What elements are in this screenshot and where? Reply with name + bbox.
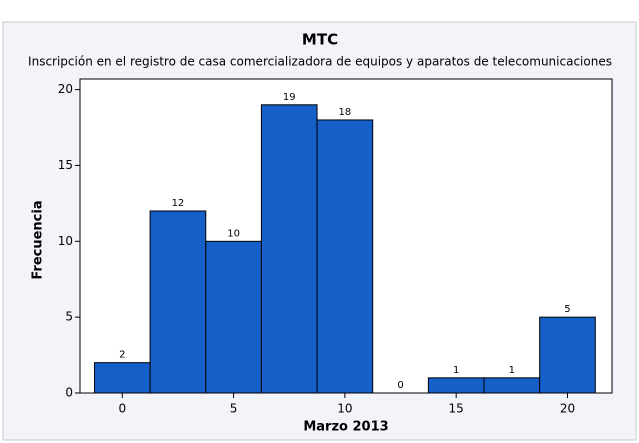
- y-tick-label: 20: [58, 82, 73, 96]
- bar: [427, 377, 485, 394]
- y-axis-label: Frecuencia: [31, 200, 46, 279]
- bar: [205, 240, 262, 394]
- y-tick-label: 0: [65, 386, 73, 400]
- x-tick-label: 20: [560, 402, 575, 416]
- chart-title: MTC: [302, 31, 338, 49]
- value-label: 10: [227, 228, 240, 239]
- x-tick-label: 0: [118, 402, 126, 416]
- x-tick-label: 5: [230, 402, 238, 416]
- value-label: 18: [339, 107, 352, 118]
- x-tick-label: 15: [449, 402, 464, 416]
- bar: [149, 210, 207, 394]
- chart-subtitle: Inscripción en el registro de casa comer…: [28, 55, 612, 69]
- bar: [539, 316, 596, 394]
- value-label: 2: [119, 350, 125, 361]
- bar: [483, 377, 541, 394]
- y-tick-label: 5: [65, 310, 73, 324]
- value-label: 1: [453, 365, 459, 376]
- value-label: 19: [283, 92, 296, 103]
- x-tick-label: 10: [337, 402, 352, 416]
- value-label: 5: [564, 304, 570, 315]
- value-label: 1: [509, 365, 515, 376]
- value-label: 12: [172, 198, 185, 209]
- value-label: 0: [397, 380, 403, 391]
- bar: [93, 362, 151, 394]
- x-axis-label: Marzo 2013: [303, 420, 388, 435]
- bar: [316, 119, 374, 394]
- bar: [260, 104, 318, 394]
- y-tick-label: 15: [58, 158, 73, 172]
- y-tick-label: 10: [58, 234, 73, 248]
